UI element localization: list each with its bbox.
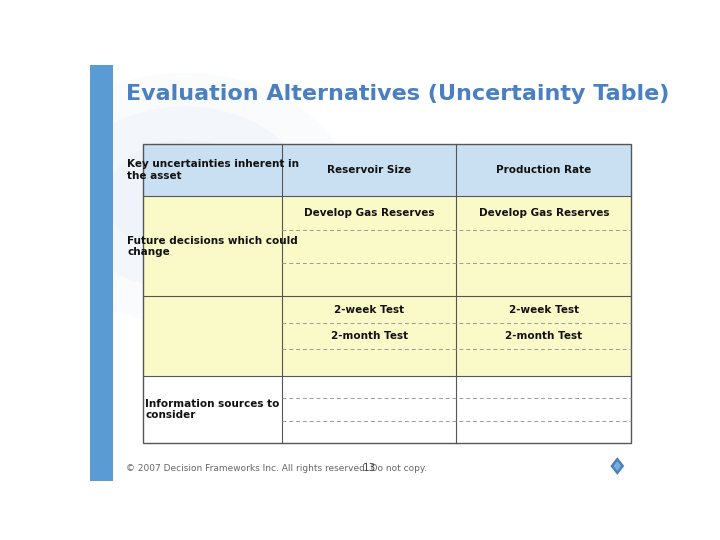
Bar [143,144,631,196]
Text: ›: › [187,171,210,225]
Text: Develop Gas Reserves: Develop Gas Reserves [479,208,609,218]
Text: Reservoir Size: Reservoir Size [327,165,411,175]
Text: Evaluation Alternatives (Uncertainty Table): Evaluation Alternatives (Uncertainty Tab… [126,84,670,104]
Text: Future decisions which could
change: Future decisions which could change [127,235,298,257]
Text: 2-week Test: 2-week Test [334,305,405,315]
Bar [143,296,631,376]
Text: Information sources to
consider: Information sources to consider [145,399,280,420]
Text: ›: › [165,171,188,225]
Text: 13: 13 [362,463,376,473]
Bar [143,144,631,443]
Polygon shape [613,461,621,471]
Circle shape [62,106,307,289]
Circle shape [107,140,263,256]
Text: © 2007 Decision Frameworks Inc. All rights reserved. Do not copy.: © 2007 Decision Frameworks Inc. All righ… [126,464,427,472]
Text: ›: › [143,171,166,225]
Text: Key uncertainties inherent in
the asset: Key uncertainties inherent in the asset [127,159,299,181]
Text: Develop Gas Reserves: Develop Gas Reserves [304,208,435,218]
Polygon shape [610,456,625,476]
Text: 2-week Test: 2-week Test [509,305,579,315]
Text: 2-month Test: 2-month Test [505,331,582,341]
Bar [143,196,631,296]
Bar [143,296,282,376]
Text: Production Rate: Production Rate [496,165,592,175]
Bar [143,376,631,443]
Text: 2-month Test: 2-month Test [330,331,408,341]
Bar [90,65,114,481]
Circle shape [17,73,352,322]
